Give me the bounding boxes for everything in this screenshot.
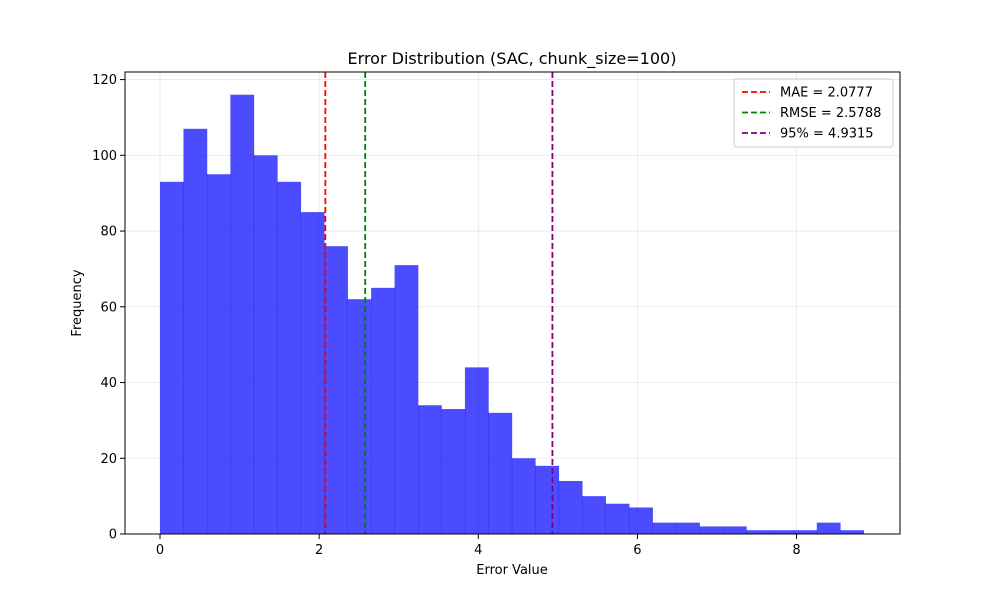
histogram-bar [840, 530, 865, 534]
y-tick-label: 60 [100, 300, 117, 315]
histogram-bars [160, 94, 865, 535]
histogram-bar [511, 458, 536, 534]
x-tick-label: 4 [474, 543, 482, 558]
legend-entry-label: 95% = 4.9315 [780, 127, 874, 142]
histogram-bar [253, 155, 278, 535]
histogram-bar [535, 465, 560, 534]
y-tick-label: 20 [100, 452, 117, 467]
histogram-bar [230, 94, 255, 534]
histogram-bar [371, 287, 395, 534]
y-tick-label: 0 [109, 528, 117, 543]
plot-area-frame [124, 71, 901, 535]
x-tick-label: 0 [156, 543, 164, 558]
histogram-bar [793, 530, 818, 534]
y-tick-label: 40 [100, 376, 117, 391]
histogram-bar [277, 181, 302, 534]
x-axis-label: Error Value [476, 563, 548, 578]
histogram-bar [488, 412, 513, 534]
histogram-bar [206, 174, 231, 534]
y-axis-ticks: 0 20 40 60 80 100 120 [92, 73, 125, 543]
x-axis-ticks: 0 2 4 6 8 [156, 534, 801, 558]
histogram-bar [160, 181, 184, 534]
x-tick-label: 2 [315, 543, 323, 558]
histogram-bar [746, 530, 771, 534]
histogram-bar [699, 526, 724, 534]
y-axis-label: Frequency [70, 269, 85, 336]
y-tick-label: 80 [100, 225, 117, 240]
histogram-bar [347, 299, 372, 534]
x-tick-label: 8 [792, 543, 800, 558]
histogram-bar [418, 405, 442, 534]
histogram-bar [816, 522, 841, 534]
histogram-bar [769, 530, 794, 534]
histogram-bar [605, 503, 630, 534]
reference-lines [324, 72, 554, 534]
histogram-bar [300, 212, 325, 535]
histogram-bar [394, 265, 419, 534]
histogram-bar [324, 246, 348, 534]
legend-entry-label: RMSE = 2.5788 [780, 106, 881, 121]
chart-title: Error Distribution (SAC, chunk_size=100) [348, 49, 677, 69]
histogram-bar [183, 128, 208, 534]
legend: MAE = 2.0777 RMSE = 2.5788 95% = 4.9315 [733, 78, 894, 148]
y-tick-label: 120 [92, 73, 117, 88]
histogram-bar [676, 522, 700, 534]
y-tick-label: 100 [92, 149, 117, 164]
histogram-bar [722, 526, 747, 534]
x-tick-label: 6 [633, 543, 641, 558]
histogram-bar [441, 409, 466, 534]
histogram-bar [464, 367, 489, 534]
histogram-bar [652, 522, 677, 534]
histogram-bar [582, 496, 606, 534]
histogram-bar [558, 480, 583, 534]
legend-entry-label: MAE = 2.0777 [780, 86, 873, 101]
legend-box [733, 78, 894, 148]
histogram-bar [629, 507, 653, 534]
